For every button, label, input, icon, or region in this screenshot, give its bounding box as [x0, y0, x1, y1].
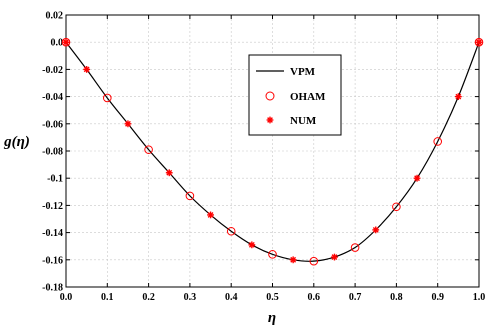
y-tick-label: 0.0: [51, 38, 64, 49]
oham-point: [185, 191, 195, 201]
num-point: [372, 226, 380, 234]
x-tick-label: 0.9: [431, 292, 444, 303]
x-tick-labels: 0.0 0.1 0.2 0.3 0.4 0.5 0.6 0.7 0.8 0.9 1.0: [60, 292, 486, 303]
oham-point: [392, 202, 401, 212]
legend-label-vpm: VPM: [290, 66, 316, 78]
legend-label-oham: OHAM: [290, 91, 326, 103]
y-tick-labels: 0.02 0.0 -0.02 -0.04 -0.06 -0.08 -0.1 -0.12 -0.1…: [42, 11, 63, 294]
y-tick-label: -0.08: [42, 147, 63, 158]
legend-swatch-num: [266, 116, 274, 124]
y-tick-label: -0.04: [42, 92, 63, 103]
oham-point: [268, 250, 277, 259]
num-point: [475, 38, 483, 46]
x-tick-label: 1.0: [473, 292, 486, 303]
y-tick-label: -0.14: [42, 228, 63, 239]
num-point: [289, 256, 297, 264]
series-line-vpm: [65, 41, 480, 262]
legend-box: [248, 54, 342, 136]
y-tick-label: -0.1: [47, 174, 63, 185]
oham-point: [226, 226, 236, 236]
x-axis-label: η: [268, 310, 276, 326]
num-legend-marker: [266, 116, 274, 124]
oham-point: [309, 256, 319, 266]
num-point: [62, 38, 70, 46]
num-point: [454, 93, 462, 100]
oham-point: [61, 37, 71, 47]
num-point: [124, 120, 132, 128]
oham-point: [350, 243, 360, 252]
y-tick-label: -0.18: [42, 283, 63, 294]
legend-swatch-oham: [265, 91, 275, 101]
y-tick-label: -0.12: [42, 201, 63, 212]
x-tick-label: 0.1: [101, 292, 114, 303]
series-markers-num: [62, 38, 483, 264]
oham-point: [144, 145, 153, 154]
num-point: [207, 211, 214, 219]
y-tick-label: -0.02: [42, 65, 63, 76]
legend: VPM OHAM NUM: [248, 54, 342, 136]
y-tick-label: -0.16: [42, 255, 63, 266]
x-tick-label: 0.2: [142, 292, 155, 303]
legend-label-num: NUM: [290, 115, 317, 127]
x-tick-label: 0.4: [225, 292, 238, 303]
oham-point: [103, 93, 112, 103]
x-tick-label: 0.8: [390, 292, 403, 303]
x-tick-label: 0.0: [60, 292, 73, 303]
oham-point: [474, 37, 484, 47]
oham-point: [433, 137, 443, 146]
num-point: [331, 253, 338, 261]
num-point: [83, 66, 91, 73]
y-axis-label: g(η): [3, 134, 30, 150]
x-tick-label: 0.5: [266, 292, 279, 303]
num-point: [165, 169, 173, 177]
x-tick-label: 0.6: [308, 292, 321, 303]
num-point: [413, 174, 421, 182]
grid-lines: [66, 15, 479, 287]
num-point: [248, 241, 256, 249]
x-tick-label: 0.3: [184, 292, 197, 303]
x-tick-label: 0.7: [349, 292, 362, 303]
series-markers-oham: [61, 37, 484, 266]
y-tick-label: 0.02: [46, 11, 64, 22]
y-tick-label: -0.06: [42, 119, 63, 130]
